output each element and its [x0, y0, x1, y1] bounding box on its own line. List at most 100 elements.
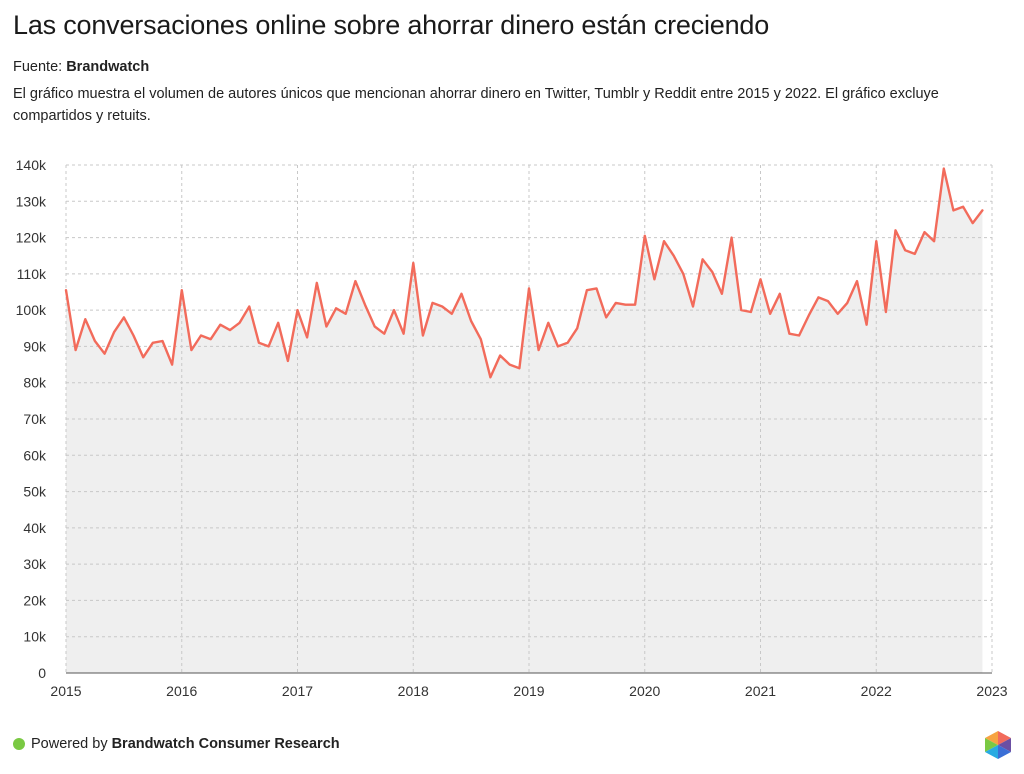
- data-point: [721, 293, 723, 295]
- line-layer: [64, 167, 984, 379]
- y-tick-label: 130k: [16, 193, 47, 209]
- data-point: [84, 318, 86, 320]
- series-line: [64, 167, 984, 379]
- data-point: [441, 305, 443, 307]
- y-tick-label: 70k: [23, 411, 47, 427]
- data-point: [885, 311, 887, 313]
- data-point: [277, 322, 279, 324]
- data-point: [981, 209, 983, 211]
- data-point: [759, 278, 761, 280]
- data-point: [335, 307, 337, 309]
- y-axis-labels: 0 10k 20k 30k 40k 50k 60k 70k 80k 90k 100k 110k 120k…: [16, 157, 47, 681]
- data-point: [402, 333, 404, 335]
- data-point: [325, 325, 327, 327]
- data-point: [364, 304, 366, 306]
- data-point: [856, 280, 858, 282]
- data-point: [480, 338, 482, 340]
- data-point: [566, 342, 568, 344]
- data-point: [576, 327, 578, 329]
- data-point: [518, 367, 520, 369]
- data-point: [431, 302, 433, 304]
- data-point: [316, 282, 318, 284]
- data-point: [152, 342, 154, 344]
- data-point: [846, 302, 848, 304]
- data-point: [229, 329, 231, 331]
- data-point: [644, 235, 646, 237]
- data-point: [624, 304, 626, 306]
- y-tick-label: 80k: [23, 375, 47, 391]
- x-tick-label: 2023: [976, 683, 1007, 699]
- data-point: [132, 334, 134, 336]
- data-point: [306, 336, 308, 338]
- data-point: [827, 300, 829, 302]
- data-point: [238, 322, 240, 324]
- data-point: [190, 349, 192, 351]
- data-point: [258, 342, 260, 344]
- y-tick-label: 0: [38, 665, 46, 681]
- data-point: [509, 363, 511, 365]
- data-point: [219, 324, 221, 326]
- y-tick-label: 90k: [23, 338, 47, 354]
- data-point: [181, 289, 183, 291]
- data-point: [798, 334, 800, 336]
- data-point: [595, 287, 597, 289]
- data-point: [65, 289, 67, 291]
- data-point: [615, 302, 617, 304]
- y-tick-label: 40k: [23, 520, 47, 536]
- brandwatch-logo-icon: [985, 731, 1011, 759]
- data-point: [296, 309, 298, 311]
- data-point: [374, 325, 376, 327]
- data-point: [123, 316, 125, 318]
- data-point: [943, 167, 945, 169]
- data-point: [489, 376, 491, 378]
- data-point: [171, 363, 173, 365]
- data-point: [673, 255, 675, 257]
- data-point: [740, 309, 742, 311]
- data-point: [537, 349, 539, 351]
- data-point: [287, 360, 289, 362]
- y-tick-label: 140k: [16, 157, 47, 173]
- x-tick-label: 2019: [513, 683, 544, 699]
- data-point: [730, 236, 732, 238]
- y-tick-label: 30k: [23, 556, 47, 572]
- source-label: Fuente:: [13, 59, 63, 75]
- data-point: [605, 316, 607, 318]
- data-point: [383, 333, 385, 335]
- x-tick-label: 2022: [861, 683, 892, 699]
- data-point: [354, 280, 356, 282]
- data-point: [663, 240, 665, 242]
- powered-by-brand: Brandwatch Consumer Research: [111, 736, 340, 752]
- x-tick-label: 2020: [629, 683, 660, 699]
- data-point: [422, 334, 424, 336]
- data-point: [808, 314, 810, 316]
- data-point: [914, 253, 916, 255]
- footer: Powered by Brandwatch Consumer Research: [13, 736, 340, 752]
- data-point: [460, 293, 462, 295]
- x-tick-label: 2018: [398, 683, 429, 699]
- data-point: [412, 262, 414, 264]
- data-point: [817, 296, 819, 298]
- area-layer: [66, 168, 983, 673]
- data-point: [701, 258, 703, 260]
- source-name: Brandwatch: [66, 59, 150, 75]
- data-point: [952, 209, 954, 211]
- data-point: [837, 313, 839, 315]
- chart-description: El gráfico muestra el volumen de autores…: [13, 86, 939, 124]
- x-axis-labels: 2015 2016 2017 2018 2019 2020 2021 2022 2023: [50, 683, 1007, 699]
- status-dot-icon: [13, 738, 25, 750]
- y-tick-label: 10k: [23, 629, 47, 645]
- x-tick-label: 2021: [745, 683, 776, 699]
- line-chart: 0 10k 20k 30k 40k 50k 60k 70k 80k 90k 100k 110k 120k…: [16, 157, 1008, 699]
- data-point: [865, 324, 867, 326]
- x-tick-label: 2016: [166, 683, 197, 699]
- data-point: [248, 305, 250, 307]
- y-tick-label: 50k: [23, 484, 47, 500]
- data-point: [103, 353, 105, 355]
- x-tick-label: 2017: [282, 683, 313, 699]
- source-line: Fuente: Brandwatch: [13, 59, 149, 75]
- data-point: [142, 356, 144, 358]
- data-point: [711, 271, 713, 273]
- data-point: [161, 340, 163, 342]
- data-point: [547, 322, 549, 324]
- data-point: [74, 349, 76, 351]
